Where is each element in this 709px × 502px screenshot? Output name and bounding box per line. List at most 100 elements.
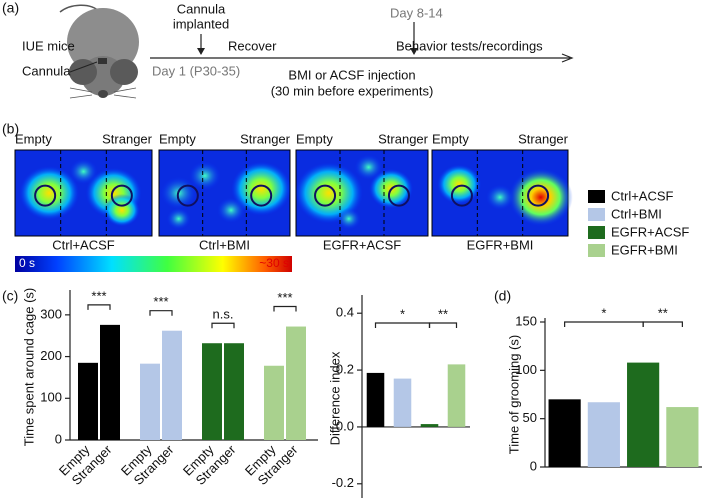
bar [627, 362, 660, 467]
bar [393, 378, 412, 427]
heatmap-chamber-label: Empty [296, 131, 333, 146]
significance-label: n.s. [213, 307, 234, 322]
heatmap-blob [508, 168, 573, 227]
event-arrowhead [410, 48, 418, 55]
y-tick-label: -0.2 [332, 475, 354, 490]
bar [447, 364, 466, 427]
legend-swatch [588, 226, 605, 239]
significance-bracket [211, 322, 235, 329]
bar [224, 343, 244, 440]
y-tick-label: 0.4 [336, 305, 354, 320]
cage [34, 184, 57, 207]
heatmap-blob [336, 208, 361, 230]
heatmap-chamber-label: Empty [159, 131, 196, 146]
event-arrowhead [197, 48, 205, 55]
legend-swatch [588, 208, 605, 221]
heatmap-blob [437, 164, 482, 205]
significance-label: ** [438, 306, 448, 321]
colorbar-min: 0 s [19, 256, 35, 270]
pointer-line [69, 61, 98, 73]
cage [314, 184, 337, 207]
significance-label: *** [91, 288, 106, 303]
heatmap-blob [217, 197, 246, 223]
mouse-label: IUE mice [22, 38, 75, 53]
heatmap-blob [486, 184, 514, 210]
heatmap-chamber-label: Empty [15, 131, 52, 146]
heatmap-blob [354, 154, 383, 180]
y-tick-label: 150 [515, 313, 537, 328]
bar [666, 407, 699, 467]
heatmap-condition: EGFR+ACSF [323, 237, 401, 252]
bar [548, 399, 581, 467]
phase-label: Recover [228, 38, 277, 53]
panel-label: (b) [2, 121, 19, 137]
cage [176, 184, 199, 207]
heatmap-blob [69, 158, 98, 185]
cage [387, 184, 410, 207]
colorbar-max: ~30 s [259, 256, 289, 270]
y-tick-label: 200 [40, 348, 62, 363]
bar [286, 326, 306, 440]
cage [250, 184, 273, 207]
phase-label: Behavior tests/recordings [396, 38, 543, 53]
y-tick-label: 50 [523, 410, 537, 425]
heatmap-blob [103, 194, 140, 227]
heatmap-blob [166, 208, 191, 230]
bar [366, 372, 385, 427]
significance-bracket [87, 304, 111, 310]
legend-swatch [588, 244, 605, 257]
injection-label: (30 min before experiments) [271, 83, 434, 98]
y-tick-label: 0 [55, 431, 62, 446]
event-label: implanted [173, 16, 229, 31]
bar [140, 363, 160, 440]
colorbar [15, 256, 292, 272]
significance-bracket [374, 322, 431, 328]
heatmap-chamber-label: Stranger [240, 131, 291, 146]
y-axis-label: Difference index [327, 351, 342, 445]
day-label: Day 1 (P30-35) [152, 63, 240, 78]
heatmap-condition: EGFR+BMI [467, 237, 534, 252]
significance-label: * [400, 306, 405, 321]
heatmap-condition: Ctrl+ACSF [52, 237, 115, 252]
y-tick-label: 0.0 [336, 418, 354, 433]
heatmap-chamber-label: Stranger [378, 131, 429, 146]
significance-bracket [149, 310, 173, 316]
legend-label: EGFR+ACSF [611, 224, 689, 239]
significance-label: * [601, 305, 606, 320]
panel-label: (a) [2, 0, 19, 16]
cannula-label: Cannula [22, 63, 71, 78]
cage [450, 184, 473, 207]
y-tick-label: 300 [40, 306, 62, 321]
significance-bracket [564, 321, 644, 327]
bar [587, 402, 620, 467]
injection-label: BMI or ACSF injection [288, 67, 415, 82]
panel-label: (c) [2, 288, 18, 304]
legend-label: Ctrl+ACSF [611, 188, 674, 203]
mouse-drawing [59, 4, 139, 99]
heatmap-condition: Ctrl+BMI [199, 237, 250, 252]
significance-label: *** [153, 294, 168, 309]
heatmap-chamber-label: Empty [432, 131, 469, 146]
heatmap-chamber-label: Stranger [102, 131, 153, 146]
y-tick-label: 100 [40, 390, 62, 405]
day-label: Day 8-14 [390, 5, 443, 20]
y-tick-label: 100 [515, 362, 537, 377]
y-axis-label: Time spent around cage (s) [21, 288, 36, 446]
timeline-arrowhead [561, 53, 574, 63]
significance-label: ** [658, 305, 668, 320]
cage [527, 184, 550, 207]
bar [162, 330, 182, 440]
y-axis-label: Time of grooming (s) [506, 335, 521, 454]
heatmap-chamber-label: Stranger [518, 131, 569, 146]
panel-label: (d) [494, 288, 511, 304]
legend-label: Ctrl+BMI [611, 206, 662, 221]
significance-bracket [642, 321, 683, 327]
cage [110, 184, 133, 207]
heatmap-blob [19, 166, 80, 220]
significance-bracket [273, 305, 297, 312]
legend-swatch [588, 190, 605, 203]
y-tick-label: 0 [530, 458, 537, 473]
significance-label: *** [277, 290, 292, 305]
